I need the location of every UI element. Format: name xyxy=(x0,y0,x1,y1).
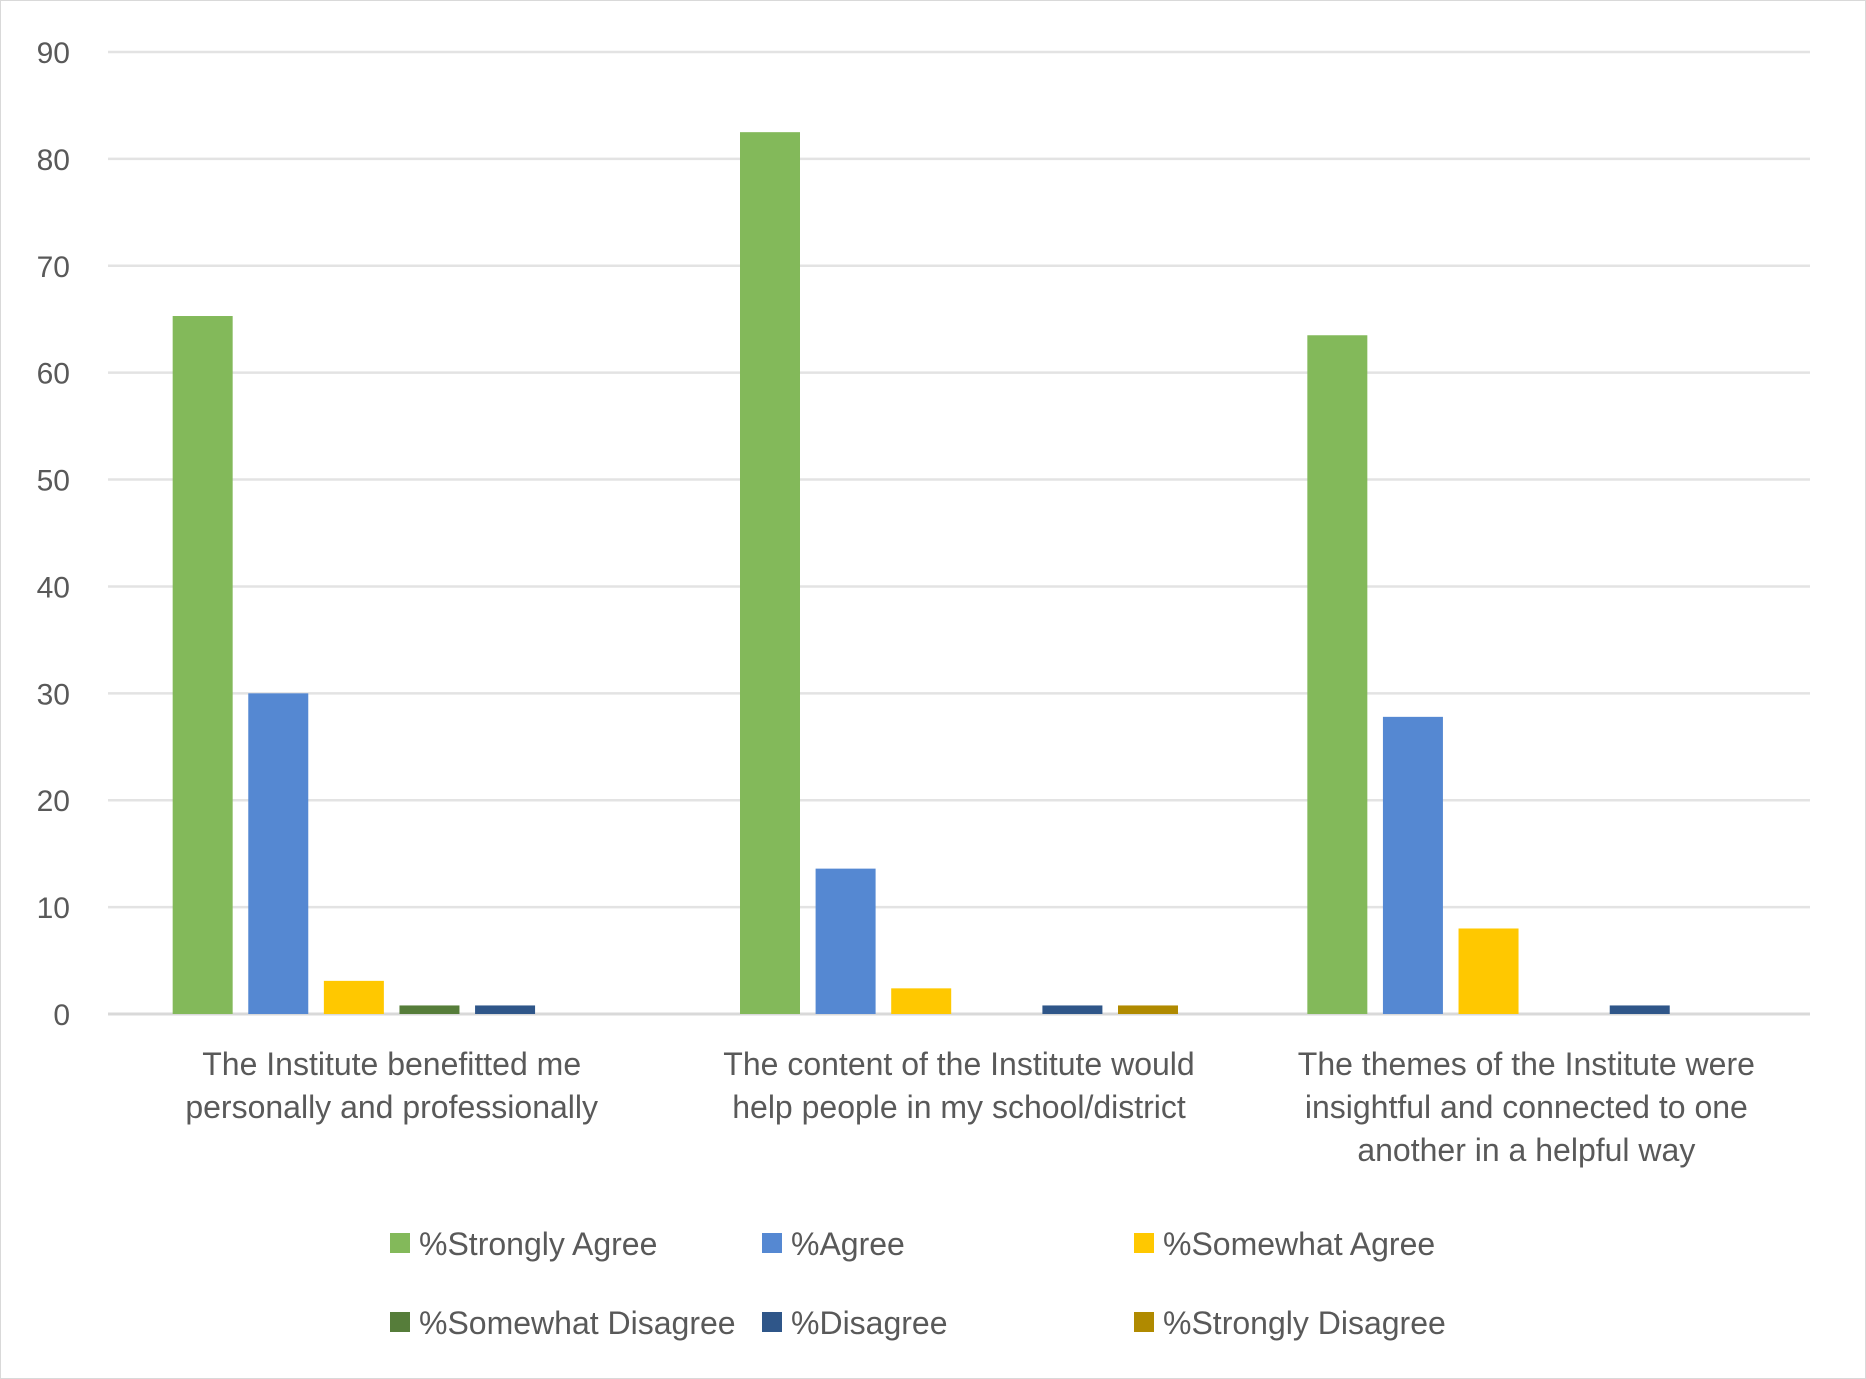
legend-swatch xyxy=(762,1233,782,1253)
legend-label: %Somewhat Disagree xyxy=(419,1305,736,1341)
y-tick-label: 40 xyxy=(37,571,70,604)
legend-label: %Strongly Disagree xyxy=(1163,1305,1446,1341)
x-category-label: The Institute benefitted me xyxy=(202,1046,581,1082)
legend: %Strongly Agree %Agree %Somewhat Agree %Som… xyxy=(390,1226,1446,1341)
y-tick-label: 90 xyxy=(37,37,70,70)
bar-disagree xyxy=(1042,1005,1103,1014)
bar-somewhat-agree xyxy=(323,980,384,1014)
x-category-label: another in a helpful way xyxy=(1357,1132,1695,1168)
bar-agree xyxy=(1382,716,1443,1014)
bar-strongly-agree xyxy=(1307,335,1368,1014)
y-tick-label: 30 xyxy=(37,678,70,711)
bar-strongly-disagree xyxy=(1118,1005,1178,1014)
legend-item: %Somewhat Agree xyxy=(1134,1226,1435,1262)
legend-item: %Agree xyxy=(762,1226,905,1262)
y-tick-label: 50 xyxy=(37,465,70,498)
legend-item: %Somewhat Disagree xyxy=(390,1305,736,1341)
bar-disagree xyxy=(1609,1005,1670,1014)
bar-strongly-agree xyxy=(172,316,233,1014)
legend-item: %Strongly Agree xyxy=(390,1226,657,1262)
bar-agree xyxy=(248,693,309,1014)
x-category-label: The content of the Institute would xyxy=(723,1046,1194,1082)
x-category-label: help people in my school/district xyxy=(732,1089,1186,1125)
x-axis-labels: The Institute benefitted me personally an… xyxy=(185,1046,1755,1168)
y-tick-label: 0 xyxy=(53,999,70,1032)
legend-swatch xyxy=(1134,1312,1154,1332)
bar-disagree xyxy=(475,1005,536,1014)
bar-strongly-agree xyxy=(740,132,800,1014)
bar-somewhat-agree xyxy=(1458,928,1519,1014)
legend-swatch xyxy=(1134,1233,1154,1253)
bar-somewhat-disagree xyxy=(399,1005,460,1014)
legend-swatch xyxy=(390,1312,410,1332)
x-category-label: insightful and connected to one xyxy=(1305,1089,1748,1125)
legend-label: %Strongly Agree xyxy=(419,1226,657,1262)
legend-label: %Agree xyxy=(791,1226,905,1262)
y-tick-label: 80 xyxy=(37,144,70,177)
y-tick-label: 70 xyxy=(37,251,70,284)
bar-agree xyxy=(815,868,876,1014)
legend-swatch xyxy=(762,1312,782,1332)
y-axis-ticks: 0 10 20 30 40 50 60 70 80 90 xyxy=(37,37,70,1032)
legend-label: %Disagree xyxy=(791,1305,948,1341)
legend-label: %Somewhat Agree xyxy=(1163,1226,1435,1262)
bar-somewhat-agree xyxy=(891,988,952,1014)
legend-swatch xyxy=(390,1233,410,1253)
y-tick-label: 60 xyxy=(37,358,70,391)
gridlines xyxy=(108,50,1810,1016)
y-tick-label: 10 xyxy=(37,892,70,925)
legend-item: %Strongly Disagree xyxy=(1134,1305,1446,1341)
x-category-label: personally and professionally xyxy=(185,1089,598,1125)
y-tick-label: 20 xyxy=(37,785,70,818)
bars xyxy=(172,132,1670,1014)
x-category-label: The themes of the Institute were xyxy=(1298,1046,1755,1082)
legend-item: %Disagree xyxy=(762,1305,948,1341)
